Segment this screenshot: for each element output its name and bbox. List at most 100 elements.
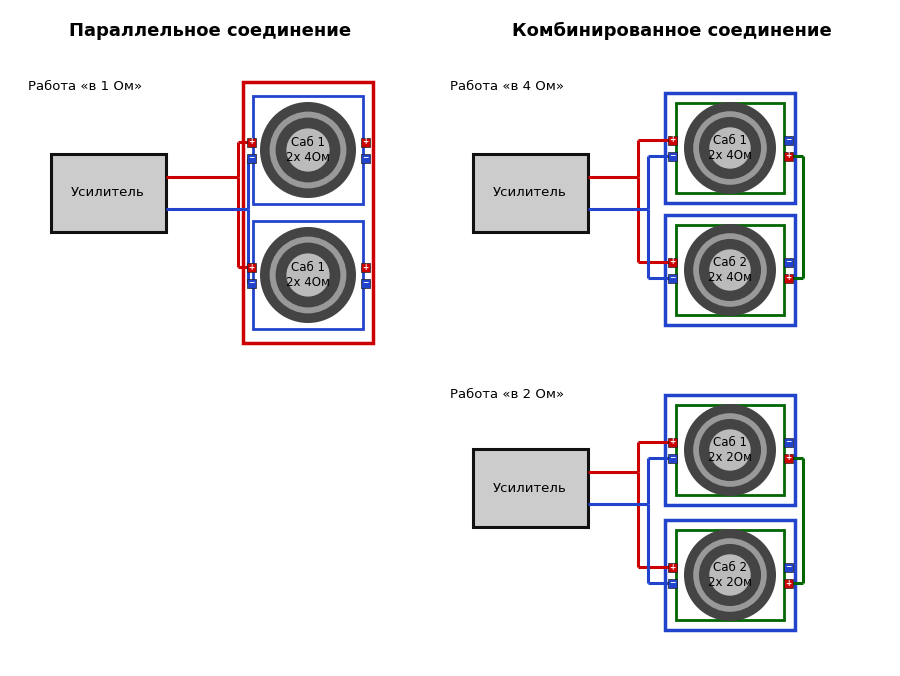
Text: +: + [785,579,791,587]
Text: +: + [362,262,368,272]
Text: Саб 1
2х 2Ом: Саб 1 2х 2Ом [708,436,752,464]
Ellipse shape [260,102,356,198]
Text: Саб 1
2х 4Ом: Саб 1 2х 4Ом [286,136,330,164]
Bar [361,262,370,272]
Ellipse shape [693,233,767,307]
Ellipse shape [699,419,761,481]
Bar [784,258,793,266]
Ellipse shape [260,227,356,323]
Ellipse shape [286,128,329,172]
Ellipse shape [684,102,776,194]
Bar [243,82,373,343]
Bar [361,279,370,287]
Ellipse shape [693,111,767,185]
Ellipse shape [684,404,776,496]
Text: +: + [785,274,791,283]
Ellipse shape [709,429,751,470]
Ellipse shape [699,544,761,606]
Ellipse shape [270,112,346,189]
Ellipse shape [709,554,751,596]
Text: −: − [669,454,675,462]
Ellipse shape [699,117,761,179]
Ellipse shape [275,243,340,308]
Bar [784,274,793,283]
Text: −: − [362,153,368,162]
Bar [668,274,677,283]
Text: +: + [669,135,675,145]
Text: Работа «в 4 Ом»: Работа «в 4 Ом» [450,80,564,93]
Text: Саб 1
2х 4Ом: Саб 1 2х 4Ом [708,134,752,162]
Text: Усилитель: Усилитель [493,481,567,495]
Bar [665,520,795,630]
Bar [361,137,370,147]
Text: −: − [248,153,254,162]
Bar [784,437,793,447]
Bar [668,437,677,447]
Text: +: + [785,454,791,462]
Bar [665,93,795,203]
Text: −: − [669,274,675,283]
Text: Усилитель: Усилитель [71,187,145,199]
Bar [247,137,256,147]
Text: −: − [248,279,254,287]
Text: −: − [785,135,791,145]
Bar [676,103,784,193]
Text: +: + [669,437,675,447]
Bar [253,221,363,329]
Bar [676,530,784,620]
Bar [668,151,677,160]
Ellipse shape [684,224,776,316]
Text: Саб 1
2х 4Ом: Саб 1 2х 4Ом [286,261,330,289]
Text: +: + [248,137,254,147]
Bar [247,153,256,162]
Bar [253,96,363,204]
Text: Саб 2
2х 2Ом: Саб 2 2х 2Ом [708,561,752,589]
Text: +: + [669,258,675,266]
Bar [784,579,793,587]
Text: −: − [785,562,791,571]
Ellipse shape [709,127,751,169]
Bar [472,154,588,232]
Bar [668,135,677,145]
Ellipse shape [709,249,751,291]
Bar [247,279,256,287]
Bar [668,258,677,266]
Bar [668,562,677,571]
Text: −: − [669,151,675,160]
Bar [247,262,256,272]
Text: +: + [248,262,254,272]
Ellipse shape [693,538,767,612]
Bar [676,405,784,495]
Ellipse shape [699,239,761,301]
Bar [668,579,677,587]
Ellipse shape [270,237,346,314]
Bar [361,153,370,162]
Text: Комбинированное соединение: Комбинированное соединение [512,22,832,40]
Text: +: + [362,137,368,147]
Bar [50,154,166,232]
Text: Работа «в 1 Ом»: Работа «в 1 Ом» [28,80,142,93]
Bar [784,562,793,571]
Bar [668,454,677,462]
Bar [784,151,793,160]
Ellipse shape [693,413,767,487]
Text: Параллельное соединение: Параллельное соединение [69,22,351,40]
Text: Усилитель: Усилитель [493,187,567,199]
Bar [665,215,795,325]
Text: −: − [669,579,675,587]
Text: +: + [669,562,675,571]
Text: Саб 2
2х 4Ом: Саб 2 2х 4Ом [708,256,752,284]
Ellipse shape [286,254,329,297]
Text: −: − [785,437,791,447]
Ellipse shape [275,118,340,183]
Bar [665,395,795,505]
Bar [784,135,793,145]
Bar [784,454,793,462]
Text: +: + [785,151,791,160]
Text: −: − [362,279,368,287]
Ellipse shape [684,529,776,621]
Bar [676,225,784,315]
Bar [472,449,588,527]
Text: Работа «в 2 Ом»: Работа «в 2 Ом» [450,388,564,401]
Text: −: − [785,258,791,266]
